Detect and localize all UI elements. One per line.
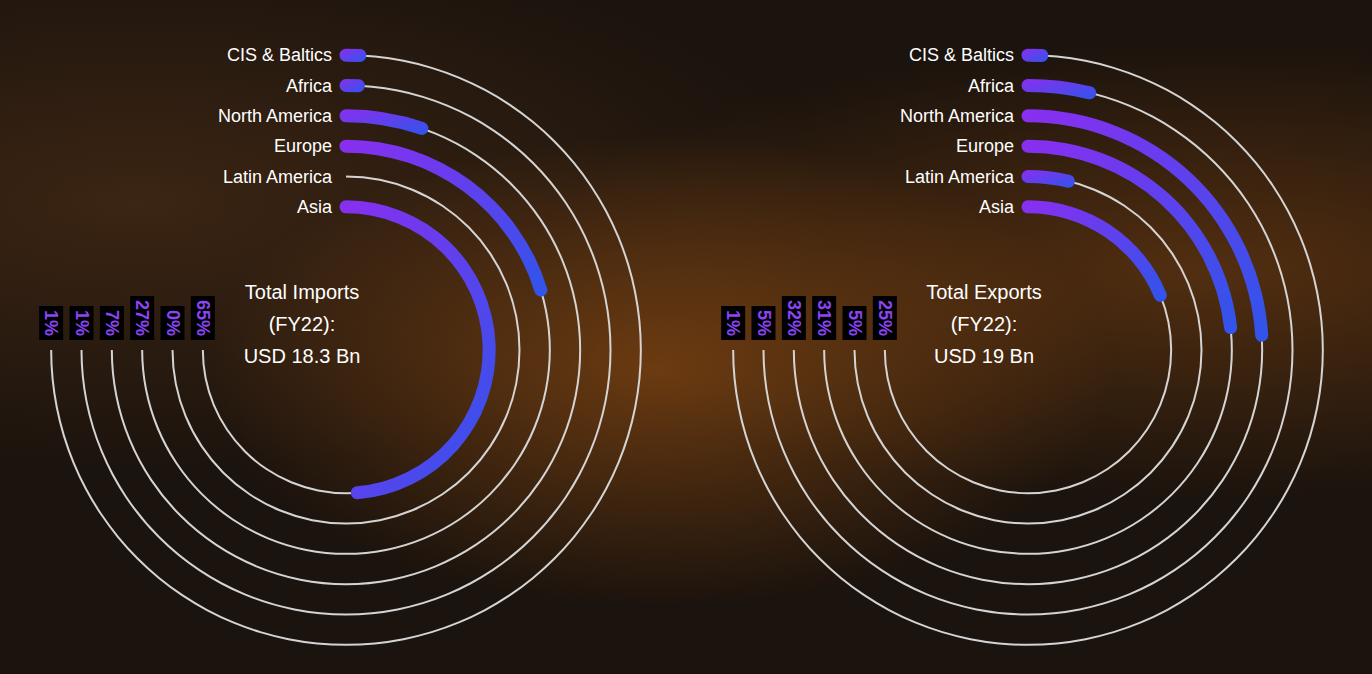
svg-text:(FY22):: (FY22):: [269, 313, 336, 335]
svg-text:Latin America: Latin America: [905, 167, 1015, 187]
svg-text:North America: North America: [900, 106, 1015, 126]
svg-text:1%: 1%: [41, 310, 61, 336]
svg-text:7%: 7%: [102, 310, 122, 336]
svg-text:(FY22):: (FY22):: [951, 313, 1018, 335]
svg-text:Total Exports: Total Exports: [926, 281, 1042, 303]
svg-text:Latin America: Latin America: [223, 167, 333, 187]
svg-text:CIS & Baltics: CIS & Baltics: [909, 45, 1014, 65]
svg-text:USD 18.3 Bn: USD 18.3 Bn: [244, 345, 361, 367]
svg-text:0%: 0%: [163, 310, 183, 336]
svg-text:CIS & Baltics: CIS & Baltics: [227, 45, 332, 65]
svg-text:Africa: Africa: [286, 76, 333, 96]
svg-text:Europe: Europe: [274, 136, 332, 156]
svg-text:32%: 32%: [784, 300, 804, 336]
svg-text:31%: 31%: [814, 300, 834, 336]
svg-text:USD 19 Bn: USD 19 Bn: [934, 345, 1034, 367]
svg-text:Africa: Africa: [968, 76, 1015, 96]
svg-text:27%: 27%: [132, 300, 152, 336]
svg-text:Asia: Asia: [297, 197, 333, 217]
svg-text:North America: North America: [218, 106, 333, 126]
svg-text:5%: 5%: [845, 310, 865, 336]
svg-text:Europe: Europe: [956, 136, 1014, 156]
svg-text:Asia: Asia: [979, 197, 1015, 217]
svg-text:1%: 1%: [723, 310, 743, 336]
svg-text:65%: 65%: [193, 300, 213, 336]
svg-text:5%: 5%: [754, 310, 774, 336]
svg-text:25%: 25%: [875, 300, 895, 336]
svg-text:1%: 1%: [72, 310, 92, 336]
svg-text:Total Imports: Total Imports: [245, 281, 359, 303]
